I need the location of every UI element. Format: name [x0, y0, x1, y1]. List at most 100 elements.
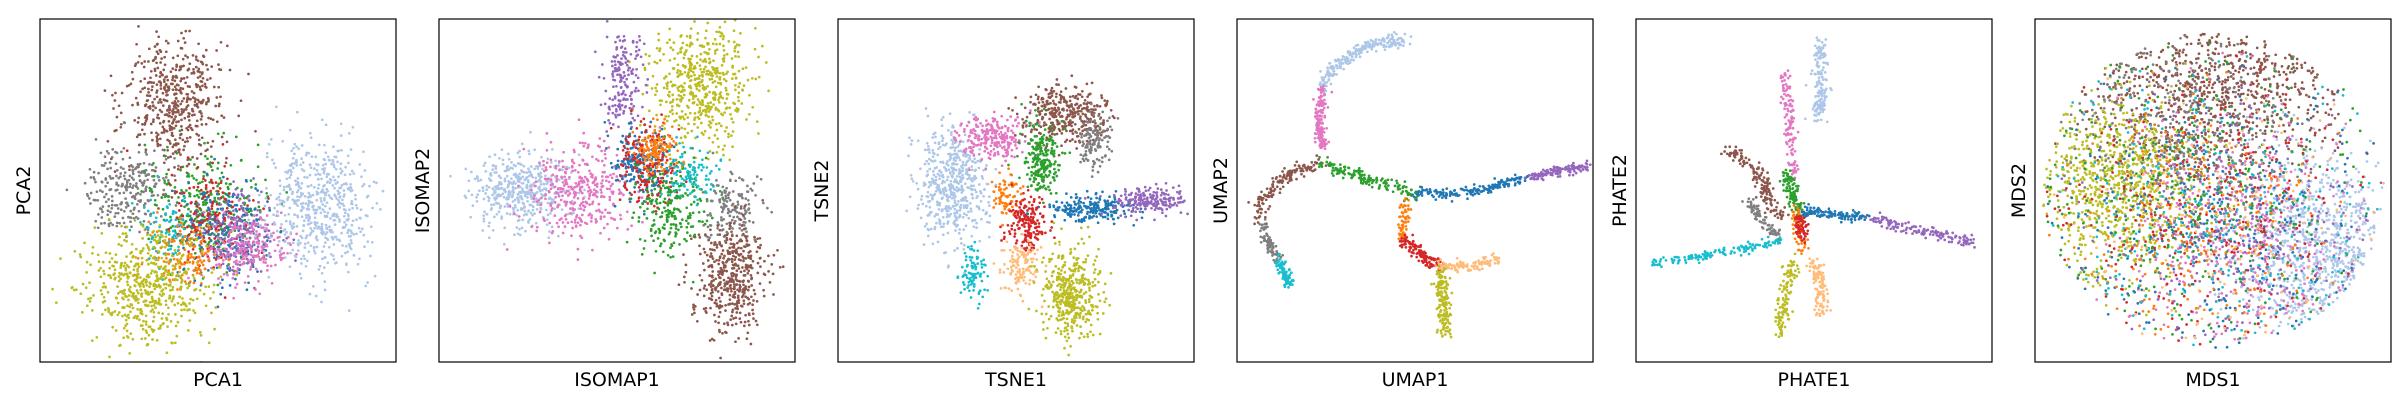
data-point: [225, 161, 228, 164]
data-point: [178, 113, 181, 116]
data-point: [137, 103, 140, 106]
data-point: [269, 236, 272, 239]
data-point: [195, 13, 198, 16]
data-point: [159, 75, 162, 78]
data-point: [252, 199, 255, 202]
data-point: [266, 269, 269, 272]
data-point: [607, 119, 610, 122]
data-point: [496, 213, 499, 216]
data-point: [129, 272, 132, 275]
data-point: [703, 68, 706, 71]
data-point: [335, 215, 338, 218]
data-point: [148, 81, 151, 84]
data-point: [556, 222, 559, 225]
data-point: [169, 129, 172, 132]
data-point: [509, 205, 512, 208]
data-point: [223, 217, 226, 220]
data-point: [129, 210, 132, 213]
data-point: [126, 323, 129, 326]
data-point: [553, 214, 556, 217]
data-point: [550, 178, 553, 181]
data-point: [510, 161, 513, 164]
data-point: [348, 132, 351, 135]
data-point: [192, 54, 195, 57]
data-point: [205, 101, 208, 104]
data-point: [180, 108, 183, 111]
data-point: [144, 213, 147, 216]
data-point: [236, 215, 239, 218]
data-point: [195, 66, 198, 69]
data-point: [148, 334, 151, 337]
data-point: [641, 221, 644, 224]
data-point: [251, 226, 254, 229]
data-point: [206, 173, 209, 176]
data-point: [629, 95, 632, 98]
data-point: [306, 234, 309, 237]
data-point: [331, 184, 334, 187]
data-point: [100, 222, 103, 225]
data-point: [349, 235, 352, 238]
data-point: [93, 199, 96, 202]
data-point: [196, 125, 199, 128]
data-point: [162, 177, 165, 180]
data-point: [716, 137, 719, 140]
data-point: [234, 222, 237, 225]
data-point: [708, 58, 711, 61]
data-point: [609, 122, 612, 125]
data-point: [723, 111, 726, 114]
data-point: [722, 72, 725, 75]
data-point: [207, 269, 210, 272]
data-point: [686, 105, 689, 108]
data-point: [608, 188, 611, 191]
data-point: [523, 214, 526, 217]
data-point: [164, 88, 167, 91]
data-point: [637, 89, 640, 92]
data-point: [200, 101, 203, 104]
data-point: [171, 196, 174, 199]
data-point: [498, 174, 501, 177]
data-point: [151, 308, 154, 311]
data-point: [274, 249, 277, 252]
data-point: [607, 112, 610, 115]
data-point: [600, 191, 603, 194]
data-point: [550, 158, 553, 161]
data-point: [696, 55, 699, 58]
data-point: [684, 136, 687, 139]
data-point: [160, 196, 163, 199]
data-point: [112, 107, 115, 110]
data-point: [220, 249, 223, 252]
data-point: [110, 207, 113, 210]
data-point: [177, 245, 180, 248]
data-point: [201, 115, 204, 118]
data-point: [704, 65, 707, 68]
data-point: [156, 140, 159, 143]
data-point: [129, 220, 132, 223]
data-point: [159, 137, 162, 140]
data-point: [587, 214, 590, 217]
data-point: [181, 111, 184, 114]
data-point: [231, 269, 234, 272]
data-point: [145, 15, 148, 18]
data-point: [203, 142, 206, 145]
data-point: [628, 132, 631, 135]
data-point: [270, 138, 273, 141]
data-point: [588, 193, 591, 196]
data-point: [544, 174, 547, 177]
data-point: [648, 110, 651, 113]
data-point: [201, 71, 204, 74]
data-point: [279, 256, 282, 259]
data-point: [200, 61, 203, 64]
data-point: [632, 105, 635, 108]
data-point: [241, 252, 244, 255]
data-point: [187, 112, 190, 115]
data-point: [145, 284, 148, 287]
data-point: [222, 254, 225, 257]
data-point: [107, 198, 110, 201]
data-point: [129, 183, 132, 186]
data-point: [137, 117, 140, 120]
data-point: [163, 80, 166, 83]
data-point: [223, 237, 226, 240]
data-point: [542, 160, 545, 163]
data-point: [194, 98, 197, 101]
data-point: [250, 179, 253, 182]
